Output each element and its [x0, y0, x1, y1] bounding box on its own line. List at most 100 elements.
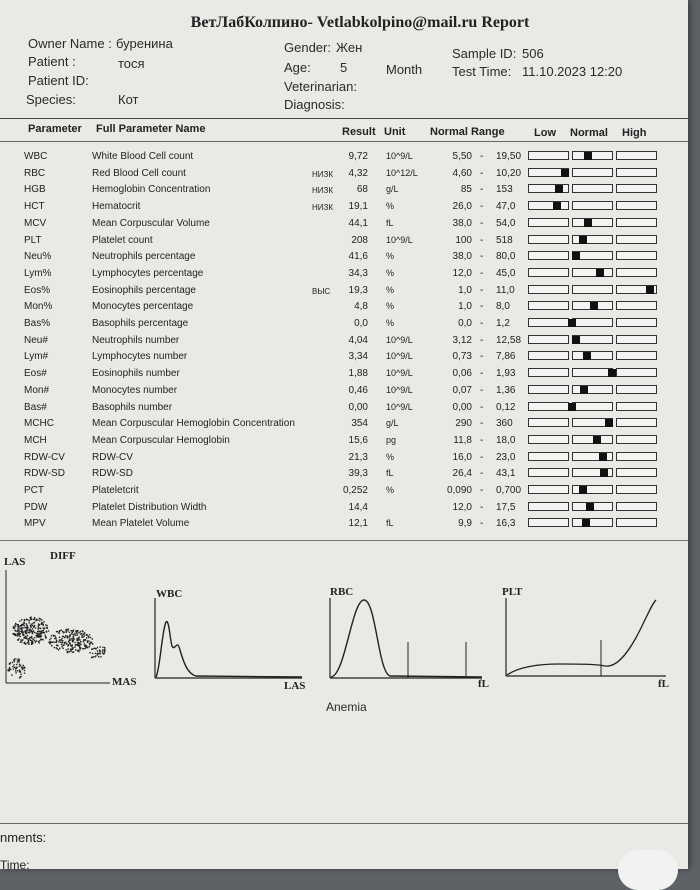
scatter-dot: [23, 634, 25, 636]
scatter-dot: [33, 618, 36, 620]
scatter-dot: [32, 631, 34, 633]
scatter-dot: [18, 629, 20, 632]
scatter-dot: [19, 620, 21, 622]
param-abbr: PLT: [24, 234, 42, 246]
scatter-dot: [8, 668, 11, 670]
scatter-dot: [13, 666, 16, 668]
scatter-dot: [27, 631, 29, 633]
scatter-dot: [30, 630, 32, 633]
species-label: Species:: [26, 92, 76, 107]
scatter-dot: [37, 633, 39, 635]
normal-box: [572, 234, 613, 244]
scatter-dot: [34, 631, 36, 634]
result-unit: %: [386, 267, 395, 278]
param-abbr: Neu%: [24, 251, 52, 263]
scatter-dot: [22, 634, 24, 636]
result-unit: fL: [386, 518, 394, 529]
scatter-dot: [25, 618, 28, 621]
scatter-dot: [9, 662, 11, 664]
scatter-dot: [31, 632, 34, 634]
high-box: [616, 368, 657, 378]
scatter-dot: [76, 639, 79, 641]
table-row: Mon# Monocytes number 0,46 10^9/L 0,07 1,36-: [0, 383, 688, 399]
level-marker: [581, 519, 590, 528]
result-unit: %: [386, 251, 395, 262]
scatter-dot: [71, 645, 73, 648]
col-result: Result: [342, 126, 376, 138]
scatter-dot: [23, 637, 25, 639]
scatter-dot: [80, 643, 82, 646]
level-marker: [552, 202, 561, 211]
scatter-dot: [63, 636, 66, 639]
high-box: [616, 284, 657, 294]
scatter-dot: [50, 644, 53, 647]
high-box: [616, 401, 657, 411]
range-low: 38,0: [452, 251, 472, 263]
table-row: HGB Hemoglobin Concentration НИЗК 68 g/L 85 15…: [0, 182, 688, 198]
scatter-dot: [45, 627, 48, 629]
gender-value: Жен: [336, 40, 363, 55]
diff-x-label: MAS: [112, 676, 137, 688]
high-box: [616, 184, 657, 194]
range-indicator: [528, 468, 660, 478]
scatter-dot: [90, 656, 93, 659]
normal-box: [572, 468, 613, 478]
scatter-dot: [43, 627, 45, 629]
plt-graph-title: PLT: [502, 586, 523, 598]
scatter-dot: [42, 623, 44, 625]
scatter-dot: [37, 628, 39, 630]
result-flag: НИЗК: [312, 203, 334, 213]
normal-box: [572, 518, 613, 528]
table-row: Eos# Eosinophils number 1,88 10^9/L 0,06 1,93…: [0, 366, 688, 382]
scatter-dot: [103, 652, 106, 655]
param-abbr: Bas#: [24, 401, 47, 413]
scatter-dot: [24, 637, 27, 639]
level-marker: [554, 185, 563, 194]
scatter-dot: [19, 671, 22, 673]
scatter-dot: [75, 630, 77, 632]
range-indicator: [528, 351, 660, 361]
scatter-dot: [33, 626, 35, 628]
scatter-dot: [76, 630, 79, 632]
scatter-dot: [18, 661, 20, 663]
scatter-dot: [20, 630, 22, 633]
param-abbr: Mon%: [24, 301, 53, 313]
scatter-dot: [38, 617, 40, 620]
scatter-dot: [22, 623, 24, 625]
result-value: 208: [351, 234, 368, 246]
scatter-dot: [79, 631, 82, 633]
scatter-dot: [28, 632, 30, 634]
range-indicator: [528, 318, 660, 328]
scatter-dot: [13, 659, 15, 662]
scatter-dot: [18, 631, 20, 633]
scatter-dot: [38, 632, 40, 634]
rbc-graph-title: RBC: [330, 586, 354, 598]
scatter-dot: [14, 625, 17, 627]
scatter-dot: [67, 628, 70, 630]
param-abbr: RBC: [24, 167, 46, 179]
range-indicator: [528, 451, 660, 462]
scatter-dot: [27, 619, 29, 621]
scatter-dot: [56, 648, 58, 650]
low-box: [528, 434, 569, 444]
param-abbr: RDW-CV: [24, 451, 65, 463]
param-abbr: PDW: [24, 501, 48, 513]
range-indicator: [528, 485, 660, 495]
scatter-dot: [67, 640, 70, 642]
range-dash: -: [480, 334, 484, 346]
col-range: Normal Range: [430, 126, 505, 138]
scatter-dot: [40, 638, 42, 641]
scatter-dot: [26, 638, 28, 640]
scatter-dot: [23, 631, 25, 633]
scatter-dot: [98, 649, 101, 651]
scatter-dot: [15, 670, 17, 672]
table-row: PLT Platelet count 208 10^9/L 100 518-: [0, 233, 688, 249]
scatter-dot: [84, 647, 87, 649]
scatter-dot: [26, 627, 28, 630]
scatter-dot: [25, 626, 27, 629]
result-value: 44,1: [348, 217, 368, 229]
result-unit: pg: [386, 434, 397, 445]
range-indicator: [528, 267, 660, 278]
table-row: HCT Hematocrit НИЗК 19,1% 26,0 47,0-: [0, 199, 688, 215]
scatter-dot: [78, 636, 80, 638]
